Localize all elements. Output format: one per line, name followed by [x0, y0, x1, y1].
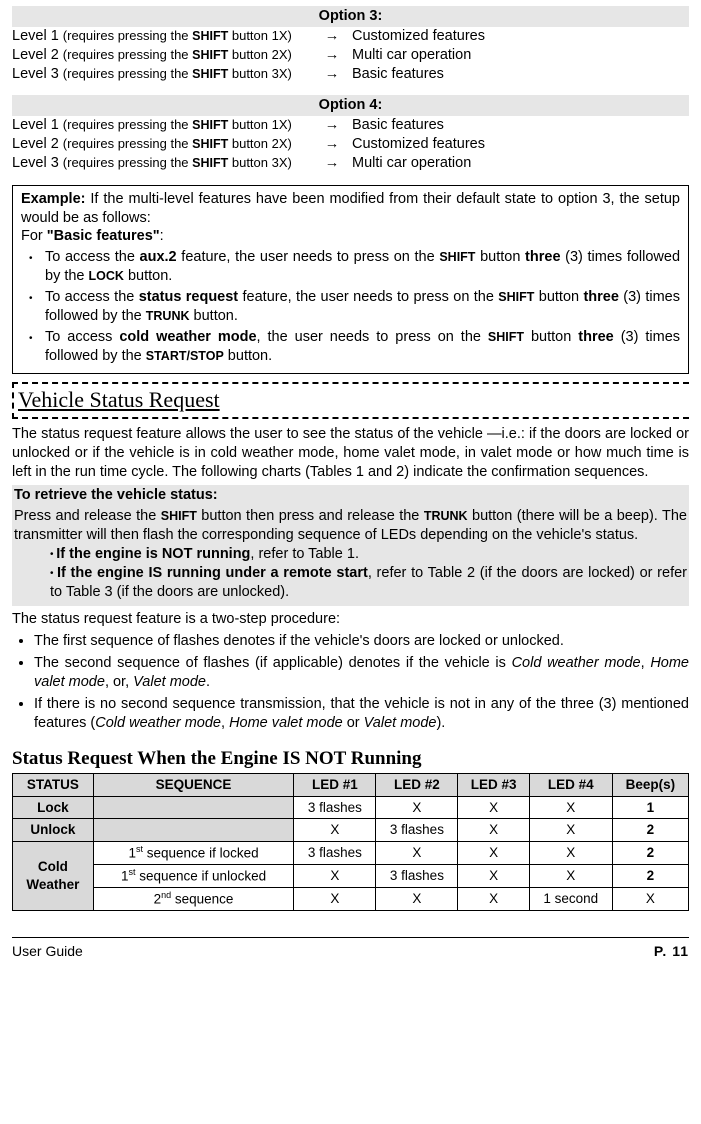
example-lead-rest: If the multi-level features have been mo… — [21, 191, 680, 226]
col-header: SEQUENCE — [93, 774, 294, 797]
example-lead-bold: Example: — [21, 191, 85, 207]
arrow-icon: → — [312, 135, 352, 154]
level-row: Level 3 (requires pressing the SHIFT but… — [12, 154, 689, 173]
footer-left: User Guide — [12, 942, 83, 960]
two-step-intro: The status request feature is a two-step… — [12, 610, 689, 629]
arrow-icon: → — [312, 154, 352, 173]
arrow-icon: → — [312, 46, 352, 65]
level-row: Level 2 (requires pressing the SHIFT but… — [12, 135, 689, 154]
retrieve-header: To retrieve the vehicle status: — [12, 485, 689, 506]
page-footer: User Guide P. 11 — [12, 937, 689, 960]
col-header: STATUS — [13, 774, 94, 797]
footer-page: P. 11 — [654, 942, 689, 960]
sub-bullet-2: If the engine IS running under a remote … — [50, 564, 687, 602]
example-box: Example: If the multi-level features hav… — [12, 185, 689, 375]
level-row: Level 1 (requires pressing the SHIFT but… — [12, 27, 689, 46]
list-item: The first sequence of flashes denotes if… — [34, 632, 689, 651]
level-row: Level 2 (requires pressing the SHIFT but… — [12, 46, 689, 65]
arrow-icon: → — [312, 116, 352, 135]
retrieve-body: Press and release the SHIFT button then … — [12, 506, 689, 605]
list-item: If there is no second sequence transmiss… — [34, 695, 689, 733]
example-for-bold: "Basic features" — [47, 228, 160, 244]
col-header: LED #4 — [529, 774, 612, 797]
status-table: STATUSSEQUENCELED #1LED #2LED #3LED #4Be… — [12, 773, 689, 911]
sub-heading: Status Request When the Engine IS NOT Ru… — [12, 747, 689, 772]
section-heading: Vehicle Status Request — [18, 386, 689, 415]
section-heading-box: Vehicle Status Request — [12, 382, 689, 419]
example-for: For — [21, 228, 47, 244]
arrow-icon: → — [312, 65, 352, 84]
level-row: Level 3 (requires pressing the SHIFT but… — [12, 65, 689, 84]
sub-bullet-1: If the engine is NOT running, refer to T… — [50, 545, 687, 564]
arrow-icon: → — [312, 27, 352, 46]
col-header: LED #1 — [294, 774, 376, 797]
example-item: To access the aux.2 feature, the user ne… — [35, 248, 680, 286]
col-header: Beep(s) — [612, 774, 688, 797]
col-header: LED #2 — [376, 774, 458, 797]
option-header: Option 3: — [12, 6, 689, 27]
level-row: Level 1 (requires pressing the SHIFT but… — [12, 116, 689, 135]
option-header: Option 4: — [12, 95, 689, 116]
example-item: To access the status request feature, th… — [35, 288, 680, 326]
example-item: To access cold weather mode, the user ne… — [35, 328, 680, 366]
list-item: The second sequence of flashes (if appli… — [34, 654, 689, 692]
intro-paragraph: The status request feature allows the us… — [12, 425, 689, 482]
col-header: LED #3 — [458, 774, 529, 797]
